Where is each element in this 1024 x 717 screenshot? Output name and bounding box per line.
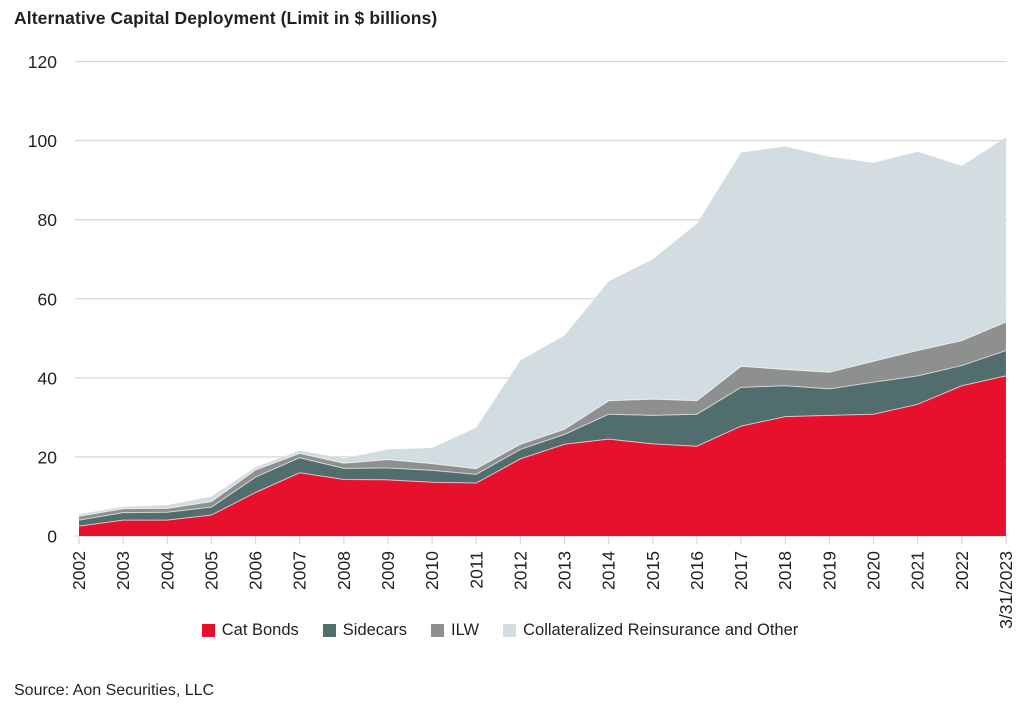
legend-label: Cat Bonds [221, 621, 299, 639]
legend-label: Collateralized Reinsurance and Other [523, 621, 799, 639]
area-ilw [79, 322, 1006, 521]
x-axis-label: 2005 [201, 551, 221, 590]
band-separator [78, 375, 1007, 527]
area-collateralized-reinsurance-and-other [79, 137, 1006, 517]
legend-label: Sidecars [342, 621, 407, 639]
legend-swatch [503, 624, 517, 637]
y-axis-label: 80 [38, 210, 58, 230]
y-axis-label: 40 [38, 368, 58, 388]
legend-swatch [322, 624, 336, 637]
y-axis-label: 0 [47, 527, 57, 547]
x-axis-label: 2010 [422, 551, 442, 590]
legend-swatch [201, 624, 215, 637]
x-axis-label: 2009 [378, 551, 398, 590]
x-axis-label: 2004 [157, 551, 177, 590]
x-axis-label: 2006 [246, 551, 266, 590]
x-axis-label: 2011 [466, 551, 486, 589]
legend-swatch [430, 624, 444, 637]
x-axis-label: 2020 [864, 551, 884, 590]
area-sidecars [79, 350, 1006, 527]
x-axis-label: 2013 [555, 551, 575, 590]
x-axis-label: 2019 [819, 551, 839, 590]
legend-item-ilw: ILW [430, 621, 480, 640]
chart-title: Alternative Capital Deployment (Limit in… [14, 8, 438, 28]
x-axis-label: 2016 [687, 551, 707, 590]
x-axis-label: 2014 [599, 551, 619, 590]
source-note: Source: Aon Securities, LLC [14, 682, 215, 699]
x-axis-label: 3/31/2023 [996, 551, 1016, 629]
y-axis-label: 20 [38, 447, 58, 467]
x-axis-label: 2022 [952, 551, 972, 590]
x-axis-label: 2015 [643, 551, 663, 590]
x-axis-label: 2017 [731, 551, 751, 590]
legend-item-cat-bonds: Cat Bonds [201, 621, 299, 640]
x-axis-label: 2021 [908, 551, 928, 590]
legend-item-sidecars: Sidecars [322, 621, 407, 640]
stacked-area-chart: 0 20 40 60 80 100 120 2002 2003 2004 2005 2006 2007 2… [28, 52, 1016, 629]
x-axis-label: 2018 [775, 551, 795, 590]
y-axis-label: 100 [28, 131, 57, 151]
x-axis-label: 2003 [113, 551, 133, 590]
area-cat-bonds [79, 375, 1006, 536]
legend-label: ILW [450, 621, 480, 639]
y-axis-label: 60 [38, 289, 58, 309]
x-axis-label: 2008 [334, 551, 354, 590]
y-axis-label: 120 [28, 52, 57, 72]
chart-legend: Cat Bonds Sidecars ILW Collateralized Reins… [0, 621, 1000, 640]
x-axis-label: 2012 [510, 551, 530, 590]
x-axis-label: 2002 [69, 551, 89, 590]
legend-item-collateralized-reinsurance-and-other: Collateralized Reinsurance and Other [503, 621, 798, 640]
x-axis-label: 2007 [290, 551, 310, 590]
band-separator [78, 321, 1007, 517]
band-separator [78, 350, 1007, 521]
